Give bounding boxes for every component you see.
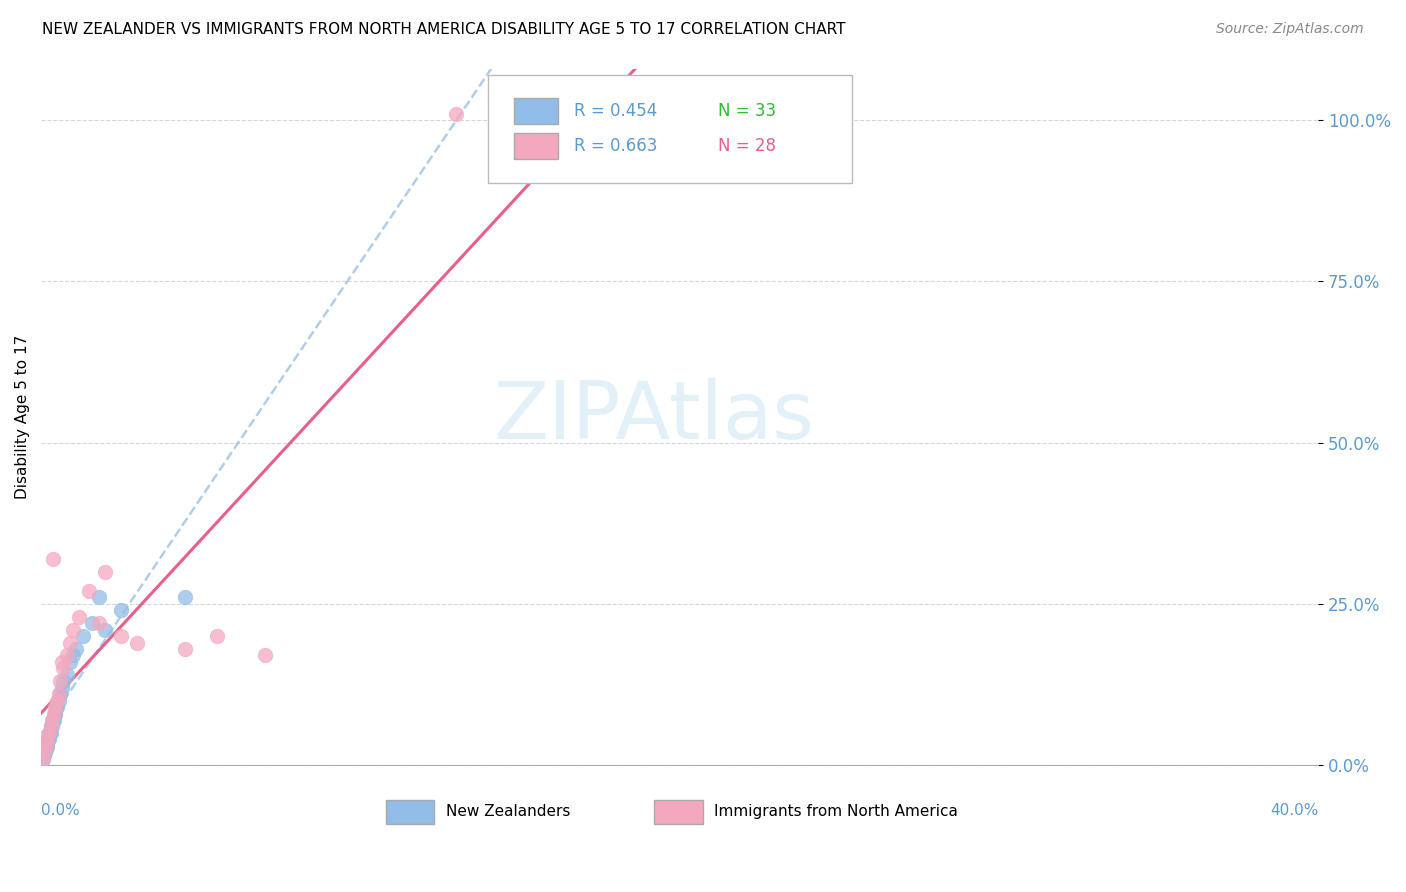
Point (59, 635, 82, 649)
Point (42, 713, 65, 727)
FancyBboxPatch shape (385, 800, 434, 824)
Point (37, 732, 59, 747)
Point (39, 726, 62, 740)
Point (44, 706, 66, 721)
Text: 40.0%: 40.0% (1270, 804, 1319, 819)
Point (46, 700, 69, 714)
Point (67, 609, 90, 624)
Point (173, 591, 195, 605)
Text: 0.0%: 0.0% (41, 804, 80, 819)
Point (42, 713, 65, 727)
Text: R = 0.663: R = 0.663 (574, 136, 657, 155)
Text: ZIPAtlas: ZIPAtlas (494, 378, 814, 456)
Point (51, 655, 73, 669)
Point (35, 742, 58, 756)
Y-axis label: Disability Age 5 to 17: Disability Age 5 to 17 (15, 334, 30, 499)
Point (94, 565, 117, 579)
Point (94, 623, 117, 637)
Point (32, 748, 55, 763)
Point (52, 674, 75, 689)
Text: NEW ZEALANDER VS IMMIGRANTS FROM NORTH AMERICA DISABILITY AGE 5 TO 17 CORRELATIO: NEW ZEALANDER VS IMMIGRANTS FROM NORTH A… (42, 22, 845, 37)
Point (31, 752, 53, 766)
Point (34, 745, 56, 759)
Point (37, 739, 59, 753)
FancyBboxPatch shape (513, 98, 558, 124)
Text: R = 0.454: R = 0.454 (574, 102, 657, 120)
FancyBboxPatch shape (513, 133, 558, 159)
Text: N = 33: N = 33 (718, 102, 776, 120)
FancyBboxPatch shape (654, 800, 703, 824)
Point (65, 642, 87, 657)
Point (87, 591, 110, 605)
Point (31, 752, 53, 766)
Point (48, 693, 70, 707)
Point (173, 642, 195, 657)
Point (62, 648, 84, 663)
Point (34, 745, 56, 759)
Point (72, 629, 94, 643)
Point (48, 687, 70, 701)
Point (55, 668, 77, 682)
Point (62, 623, 84, 637)
Point (125, 635, 148, 649)
Point (52, 661, 75, 675)
Text: Immigrants from North America: Immigrants from North America (714, 805, 957, 819)
Point (110, 629, 132, 643)
Point (444, 106, 467, 120)
Point (55, 648, 77, 663)
Point (38, 732, 60, 747)
Point (87, 616, 110, 631)
Point (44, 706, 66, 721)
Point (41, 713, 63, 727)
Point (82, 616, 104, 631)
Point (45, 700, 67, 714)
Point (34, 745, 56, 759)
Point (51, 681, 73, 695)
Text: N = 28: N = 28 (718, 136, 776, 155)
Text: New Zealanders: New Zealanders (446, 805, 571, 819)
Point (205, 629, 228, 643)
Point (39, 726, 62, 740)
Point (35, 739, 58, 753)
Point (253, 648, 276, 663)
Point (49, 687, 72, 701)
Point (39, 719, 62, 733)
Text: Source: ZipAtlas.com: Source: ZipAtlas.com (1216, 22, 1364, 37)
Point (49, 674, 72, 689)
Point (41, 719, 63, 733)
Point (41, 719, 63, 733)
Point (37, 732, 59, 747)
Point (44, 700, 66, 714)
Point (38, 726, 60, 740)
FancyBboxPatch shape (488, 76, 852, 184)
Point (35, 739, 58, 753)
Point (42, 551, 65, 566)
Point (59, 655, 82, 669)
Point (42, 706, 65, 721)
Point (46, 693, 69, 707)
Point (110, 603, 132, 617)
Point (77, 584, 100, 599)
